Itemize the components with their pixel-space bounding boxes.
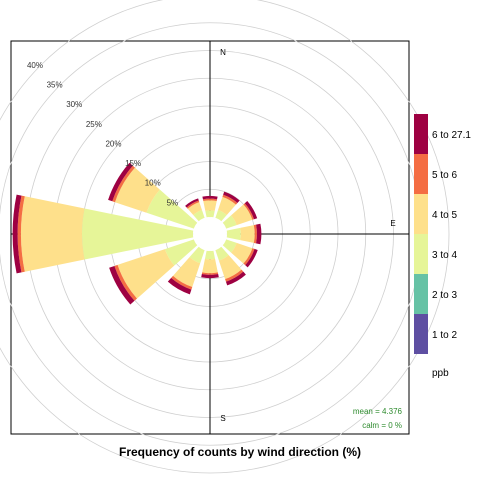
wind-bar-segment [185,198,199,208]
wind-bar-segment [82,208,194,260]
wind-bar-segment [164,239,198,266]
wind-bar-segment [223,191,240,203]
wind-bar-segment [167,277,192,295]
wind-bar-segment [245,248,258,268]
wind-bar-segment [117,249,175,299]
radial-label: 35% [47,81,63,90]
calm-stat: calm = 0 % [362,421,402,430]
radial-label: 5% [167,198,179,207]
legend-label: 2 to 3 [432,290,457,301]
radial-label: 15% [125,159,141,168]
wind-bar-segment [189,246,205,264]
wind-bar-segment [218,255,242,280]
wind-bar-segment [225,271,246,286]
legend-swatch [414,154,428,194]
wind-bar-segment [186,200,200,209]
wind-bar-segment [109,265,135,305]
wind-bar-segment [222,194,238,205]
mean-stat: mean = 4.376 [353,407,403,416]
grid-ring [0,0,450,474]
legend-label: 4 to 5 [432,210,457,221]
wind-bar-segment [172,257,201,287]
wind-bar-segment [222,239,237,253]
wind-bar-segment [240,225,255,243]
wind-bar-segment [231,204,253,226]
legend-swatch [414,274,428,314]
calm-circle [193,217,227,251]
legend-swatch [414,314,428,354]
legend-swatch [414,114,428,154]
compass-s-label: S [220,414,225,423]
radial-label: 10% [145,179,161,188]
wind-bar-segment [222,215,237,229]
wind-bar-segment [17,195,25,273]
wind-bar-segment [193,209,205,222]
radial-label: 40% [27,61,43,70]
compass-n-label: N [220,48,226,57]
radial-label: 25% [86,120,102,129]
wind-bar-segment [201,274,219,279]
wind-wedges [12,162,262,305]
wind-bar-segment [225,269,244,282]
radial-label: 20% [105,139,121,148]
wind-bar-segment [244,201,258,220]
wind-bar-segment [108,162,133,202]
wind-bar-segment [253,224,257,244]
wind-bar-segment [243,203,255,220]
legend-label: 6 to 27.1 [432,130,471,141]
wind-bar-segment [12,194,22,274]
wind-bar-segment [215,246,229,261]
wind-bar-segment [20,196,85,272]
legend-label: 3 to 4 [432,250,457,261]
wind-bar-segment [231,242,253,264]
wind-bar-segment [114,264,137,301]
radial-labels: 5% 10% 15% 20% 25% 30% 35% 40% [27,61,178,207]
legend-title: ppb [432,368,449,379]
wind-bar-segment [112,165,135,203]
wind-bar-segment [114,167,160,213]
wind-bar-segment [171,275,193,290]
wind-bar-segment [243,248,255,266]
wind-bar-segment [218,196,236,216]
wind-bar-segment [146,189,198,229]
wind-bar-segment [203,200,217,211]
wind-bar-segment [202,198,218,202]
wind-bar-segment [226,227,241,241]
legend: 6 to 27.1 5 to 6 4 to 5 3 to 4 2 to 3 1 to 2 [414,114,471,354]
wind-bar-segment [202,258,218,274]
radial-label: 30% [66,100,82,109]
legend-swatch [414,234,428,274]
wind-bar-segment [215,209,227,222]
wind-bar-segment [201,272,219,275]
wind-bar-segment [204,250,216,260]
chart-title: Frequency of counts by wind direction (%… [119,445,361,459]
wind-bar-segment [202,195,218,200]
legend-swatch [414,194,428,234]
compass-e-label: E [390,219,395,228]
legend-label: 5 to 6 [432,170,457,181]
legend-label: 1 to 2 [432,330,457,341]
wind-bar-segment [256,223,262,245]
wind-bar-segment [187,202,202,216]
wind-bar-segment [205,210,215,218]
